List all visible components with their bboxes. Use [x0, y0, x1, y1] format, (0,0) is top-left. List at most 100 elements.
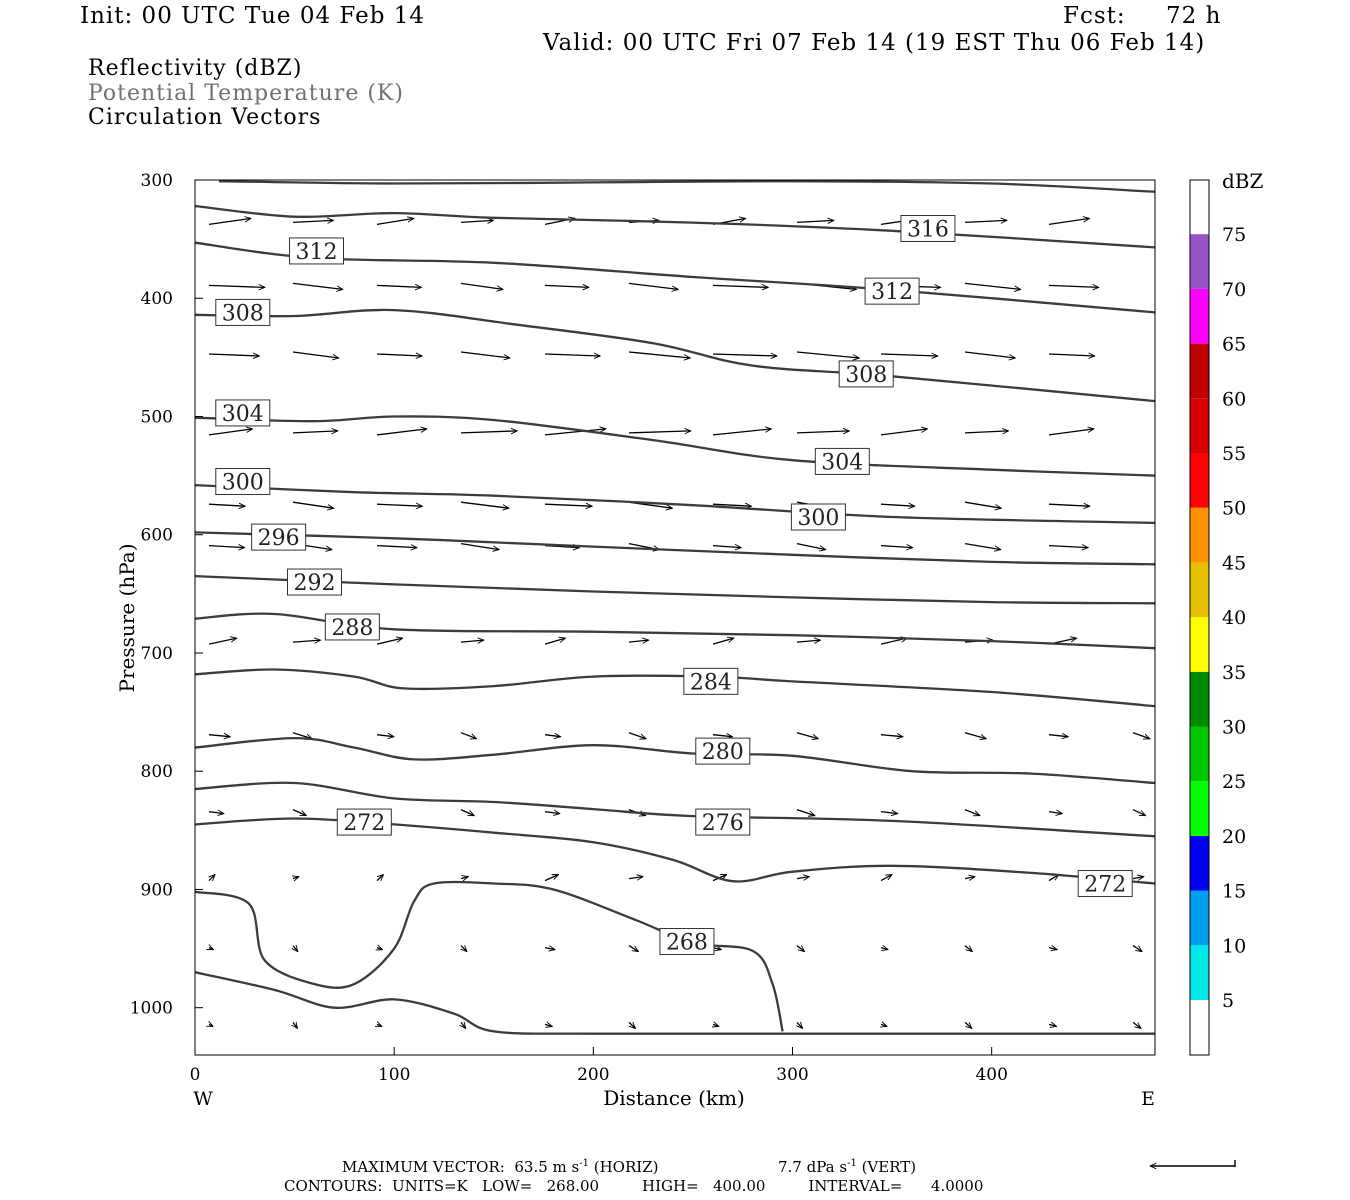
y-tick-label-600: 600	[141, 526, 173, 546]
vector-69	[460, 640, 484, 642]
vector-44	[208, 504, 245, 506]
vector-90	[292, 809, 306, 817]
vector-103	[376, 875, 383, 881]
colorbar-label-25: 25	[1222, 771, 1246, 793]
vector-92	[460, 809, 474, 817]
vector-116	[461, 946, 467, 952]
colorbar-unit: dBZ	[1222, 169, 1264, 193]
vector-53	[964, 501, 1001, 508]
colorbar-label-15: 15	[1222, 881, 1246, 903]
contour-label-box-0	[900, 214, 956, 242]
colorbar-label-65: 65	[1222, 334, 1246, 356]
vector-96	[796, 808, 815, 816]
vector-122	[964, 945, 972, 952]
vector-87	[1048, 735, 1068, 737]
contour-label-16: 272	[1084, 873, 1126, 898]
vector-20	[964, 282, 1021, 289]
colorbar-label-55: 55	[1222, 443, 1246, 465]
vector-99	[1048, 812, 1062, 814]
colorbar-frame	[1189, 179, 1210, 1056]
contour-label-6: 304	[821, 450, 863, 475]
colorbar-swatch-12	[1190, 288, 1209, 344]
vector-134	[964, 1021, 972, 1028]
contour-label-12: 284	[690, 670, 732, 695]
colorbar-label-50: 50	[1222, 498, 1246, 520]
theta-contour-7	[194, 574, 1156, 605]
y-tick-label-900: 900	[141, 880, 173, 900]
vector-29	[796, 351, 859, 358]
vector-127	[377, 1024, 382, 1026]
vector-62	[796, 542, 826, 550]
vector-72	[712, 638, 734, 645]
vector-117	[544, 948, 555, 950]
vector-45	[292, 501, 334, 508]
vector-16	[628, 282, 678, 289]
vector-104	[460, 877, 468, 879]
contour-label-14: 276	[702, 811, 744, 836]
vector-2	[376, 218, 414, 226]
theta-contour-5	[194, 483, 1156, 525]
vector-83	[712, 735, 732, 737]
vector-11	[208, 285, 265, 287]
contour-label-box-2	[864, 277, 920, 305]
vector-86	[964, 732, 986, 739]
colorbar-swatch-4	[1190, 726, 1209, 782]
vector-15	[544, 285, 589, 287]
theta-contour-0	[218, 180, 1156, 193]
vector-108	[796, 877, 809, 879]
vector-80	[460, 732, 477, 739]
theta-contours	[194, 180, 1156, 1036]
max-vector-text: MAXIMUM VECTOR: 63.5 m s-1 (HORIZ)	[342, 1158, 659, 1176]
colorbar-swatch-9	[1190, 453, 1209, 508]
vector-40	[796, 431, 849, 433]
vector-115	[377, 948, 383, 950]
contour-label-box-4	[838, 360, 894, 388]
vector-68	[376, 638, 403, 645]
contour-label-1: 312	[295, 240, 337, 265]
vector-37	[544, 429, 606, 436]
vector-130	[628, 1022, 635, 1028]
contour-label-5: 304	[222, 402, 264, 427]
forecast-hour: 72 h	[1166, 3, 1222, 29]
contour-label-13: 280	[702, 740, 744, 765]
y-tick-label-400: 400	[141, 289, 173, 309]
vector-89	[208, 812, 224, 814]
vector-106	[628, 877, 643, 879]
contour-label-2: 312	[871, 280, 913, 305]
colorbar-swatch-13	[1190, 234, 1209, 289]
vector-81	[544, 735, 561, 737]
vector-41	[880, 429, 927, 436]
theta-contour-4	[194, 415, 1156, 477]
vector-132	[797, 1022, 803, 1028]
vector-34	[292, 431, 338, 433]
contour-label-box-5	[215, 399, 271, 427]
contour-label-4: 308	[845, 363, 887, 388]
vector-114	[293, 946, 298, 952]
vector-124	[1132, 945, 1142, 952]
colorbar-swatch-11	[1190, 343, 1209, 399]
colorbar-swatch-10	[1190, 398, 1209, 453]
vector-27	[628, 351, 690, 358]
colorbar-label-45: 45	[1222, 552, 1246, 574]
theta-contour-11	[194, 781, 1156, 838]
vector-43	[1048, 429, 1094, 436]
vector-47	[460, 501, 509, 508]
x-end-label-west: W	[193, 1088, 213, 1110]
x-axis-label: Distance (km)	[603, 1086, 745, 1110]
contour-label-7: 300	[222, 471, 264, 496]
vector-24	[376, 354, 422, 356]
vector-109	[880, 874, 892, 882]
y-tick-label-800: 800	[141, 762, 173, 782]
y-tick-label-500: 500	[141, 407, 173, 427]
x-tick-label-400: 400	[975, 1065, 1007, 1085]
legend-potential-temperature: Potential Temperature (K)	[88, 81, 404, 106]
vector-98	[964, 808, 980, 816]
vector-25	[460, 351, 510, 358]
colorbar-swatch-5	[1190, 671, 1209, 727]
vector-57	[376, 546, 417, 548]
vector-30	[880, 354, 938, 356]
vector-12	[292, 282, 343, 289]
vector-31	[964, 351, 1015, 358]
vector-36	[460, 431, 517, 433]
